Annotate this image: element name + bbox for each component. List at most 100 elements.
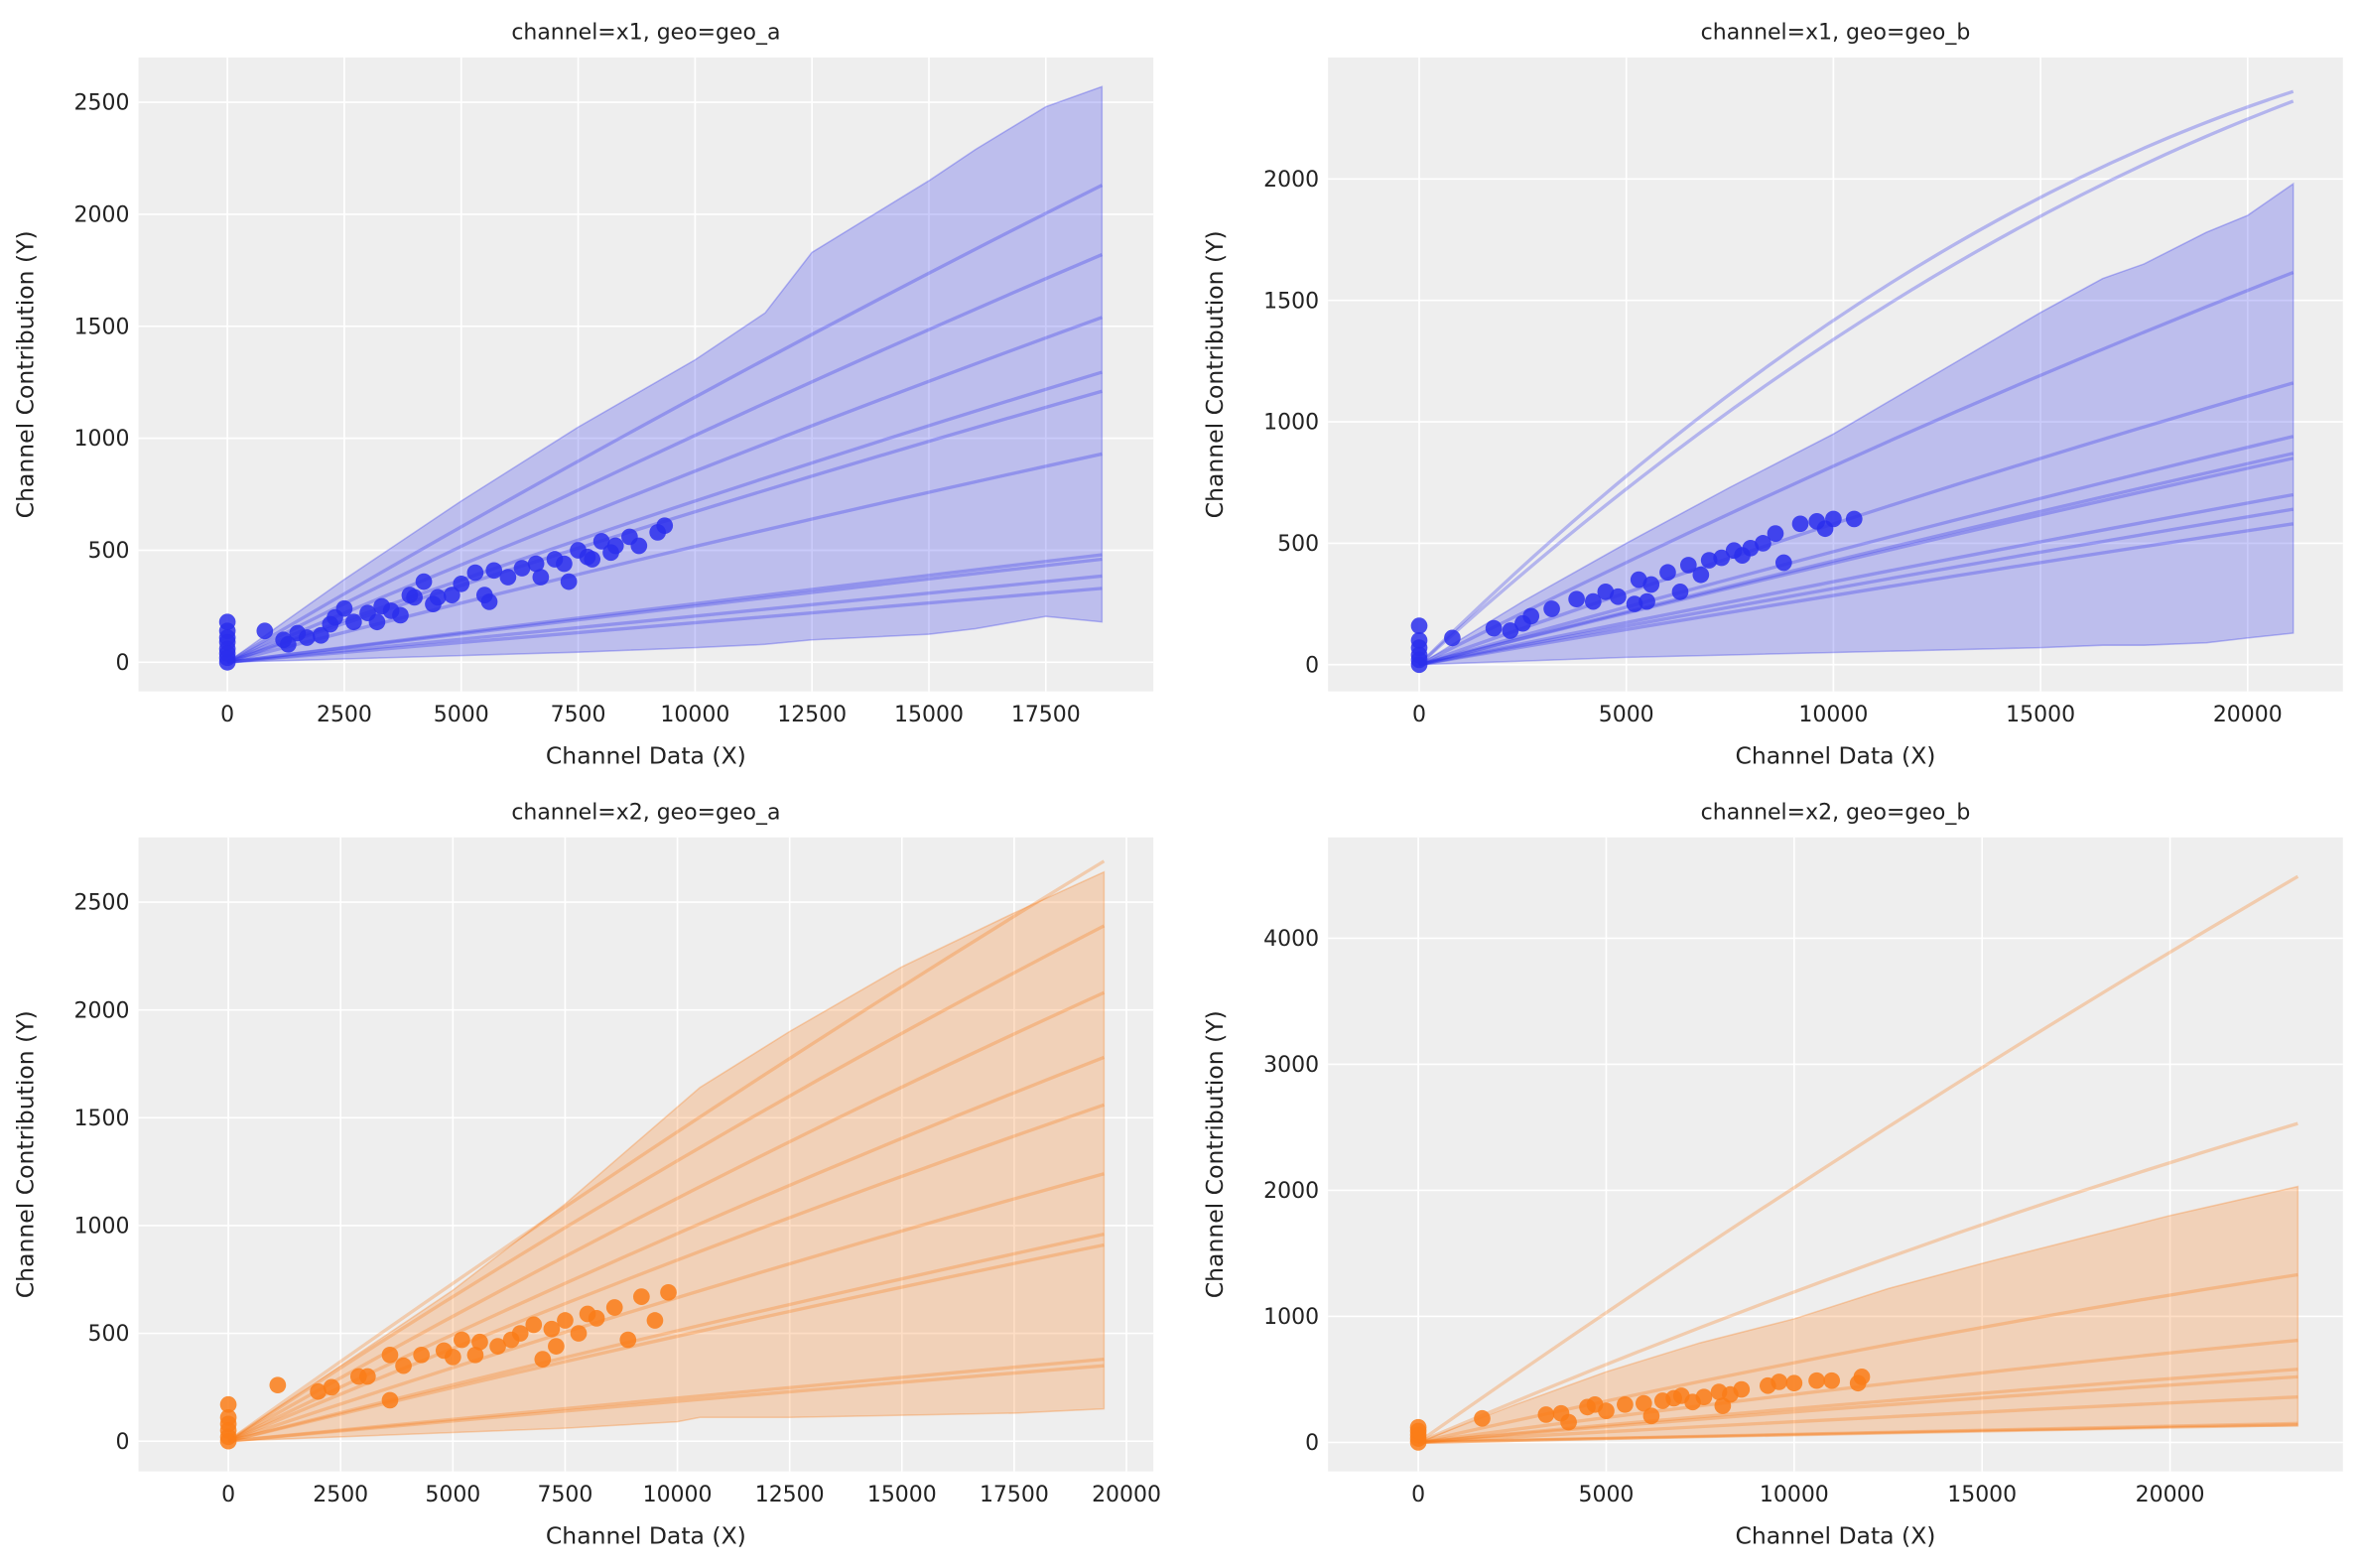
observed-point (1733, 1380, 1751, 1398)
posterior-sample-line (227, 859, 1106, 1443)
posterior-sample-line (1417, 99, 2295, 667)
observed-point (323, 1378, 340, 1396)
y-axis-label: Channel Contribution (Y) (11, 1010, 39, 1298)
observed-point (269, 1376, 287, 1394)
posterior-sample-line (1417, 1121, 2298, 1444)
data-layer (1410, 89, 2295, 674)
posterior-sample-line (226, 587, 1103, 665)
observed-point (560, 573, 578, 590)
x-tick-label: 5000 (434, 703, 489, 727)
subplot-title: channel=x2, geo=geo_a (511, 801, 780, 826)
x-tick-label: 17500 (980, 1483, 1049, 1507)
x-tick-label: 12500 (755, 1483, 825, 1507)
x-tick-label: 15000 (894, 703, 964, 727)
subplot-1: 0 2500 5000 7500 10000 12500 15000 17500 0 500 100… (11, 21, 1154, 770)
posterior-sample-line (1418, 457, 2295, 667)
observed-point (1485, 619, 1503, 637)
subplot-4: 0 5000 10000 15000 20000 0 1000 2000 3000 4000 cha… (1201, 801, 2343, 1549)
y-tick-label: 1000 (74, 427, 130, 452)
hdi-band (224, 85, 1104, 664)
observed-point (543, 1320, 561, 1338)
x-axis-label: Channel Data (X) (1736, 742, 1936, 770)
observed-point (1642, 576, 1660, 593)
y-tick-label: 1000 (1263, 1305, 1319, 1330)
y-tick-label: 0 (115, 651, 129, 676)
x-tick-label: 12500 (777, 703, 847, 727)
y-tick-label: 500 (1277, 532, 1319, 557)
observed-point (1617, 1395, 1634, 1413)
posterior-sample-line (1417, 874, 2299, 1444)
x-tick-label: 17500 (1011, 703, 1081, 727)
observed-point (466, 564, 484, 582)
observed-point (619, 1331, 637, 1349)
posterior-sample-line (226, 574, 1103, 665)
y-tick-label: 2500 (74, 891, 130, 916)
observed-point (588, 1310, 605, 1327)
posterior-sample-line (1418, 452, 2295, 667)
data-layer (1409, 874, 2299, 1451)
observed-point (1679, 557, 1697, 574)
posterior-sample-line (227, 1357, 1105, 1443)
y-tick-label: 2000 (74, 998, 130, 1023)
posterior-sample-line (226, 557, 1103, 665)
observed-point (1692, 566, 1710, 584)
observed-point (1537, 1406, 1555, 1423)
y-tick-label: 2000 (1263, 1179, 1319, 1204)
observed-point (646, 1312, 664, 1329)
subplot-title: channel=x1, geo=geo_a (511, 21, 780, 46)
observed-point (1700, 552, 1718, 569)
observed-point (1584, 592, 1602, 610)
y-tick-label: 1500 (74, 315, 130, 339)
x-tick-label: 15000 (2006, 703, 2075, 727)
observed-point (1808, 1372, 1825, 1389)
observed-point (1410, 617, 1428, 634)
observed-point (381, 1391, 399, 1409)
observed-point (1639, 592, 1655, 610)
posterior-sample-line (1417, 1374, 2298, 1445)
observed-point (466, 1346, 484, 1364)
observed-point (1642, 1407, 1660, 1425)
hdi-band (1416, 182, 2295, 666)
observed-point (525, 1316, 543, 1334)
observed-point (1409, 1418, 1427, 1436)
data-layer (218, 85, 1104, 671)
y-tick-label: 500 (88, 539, 130, 564)
observed-point (1568, 590, 1585, 608)
y-tick-label: 2000 (74, 203, 130, 228)
y-tick-label: 1000 (74, 1215, 130, 1240)
observed-point (1853, 1369, 1871, 1385)
observed-point (1635, 1394, 1652, 1412)
observed-point (280, 635, 297, 653)
observed-point (1713, 549, 1731, 567)
observed-point (605, 1299, 623, 1316)
observed-point (1626, 595, 1643, 612)
observed-point (359, 1368, 376, 1385)
observed-point (381, 1346, 399, 1364)
posterior-sample-line (227, 1364, 1105, 1443)
posterior-sample-line (226, 316, 1103, 664)
observed-point (218, 613, 236, 631)
observed-point (633, 1288, 650, 1305)
observed-point (453, 576, 470, 592)
observed-point (1410, 631, 1428, 649)
y-tick-label: 500 (88, 1322, 130, 1347)
observed-point (1671, 584, 1689, 600)
observed-point (1767, 525, 1784, 542)
observed-point (1598, 1402, 1615, 1420)
observed-point (392, 606, 409, 624)
observed-point (630, 537, 648, 555)
x-tick-label: 2500 (313, 1483, 368, 1507)
x-tick-label: 0 (221, 1483, 235, 1507)
observed-point (1845, 510, 1863, 528)
observed-point (406, 588, 423, 606)
subplot-2: 0 5000 10000 15000 20000 0 500 1000 1500 2000 chan… (1201, 21, 2343, 770)
posterior-sample-line (1418, 507, 2294, 667)
y-tick-label: 0 (115, 1430, 129, 1455)
observed-point (1742, 539, 1760, 557)
observed-point (395, 1357, 412, 1374)
observed-point (656, 517, 674, 535)
x-tick-label: 15000 (867, 1483, 937, 1507)
observed-point (444, 1349, 461, 1366)
observed-point (1771, 1373, 1788, 1390)
